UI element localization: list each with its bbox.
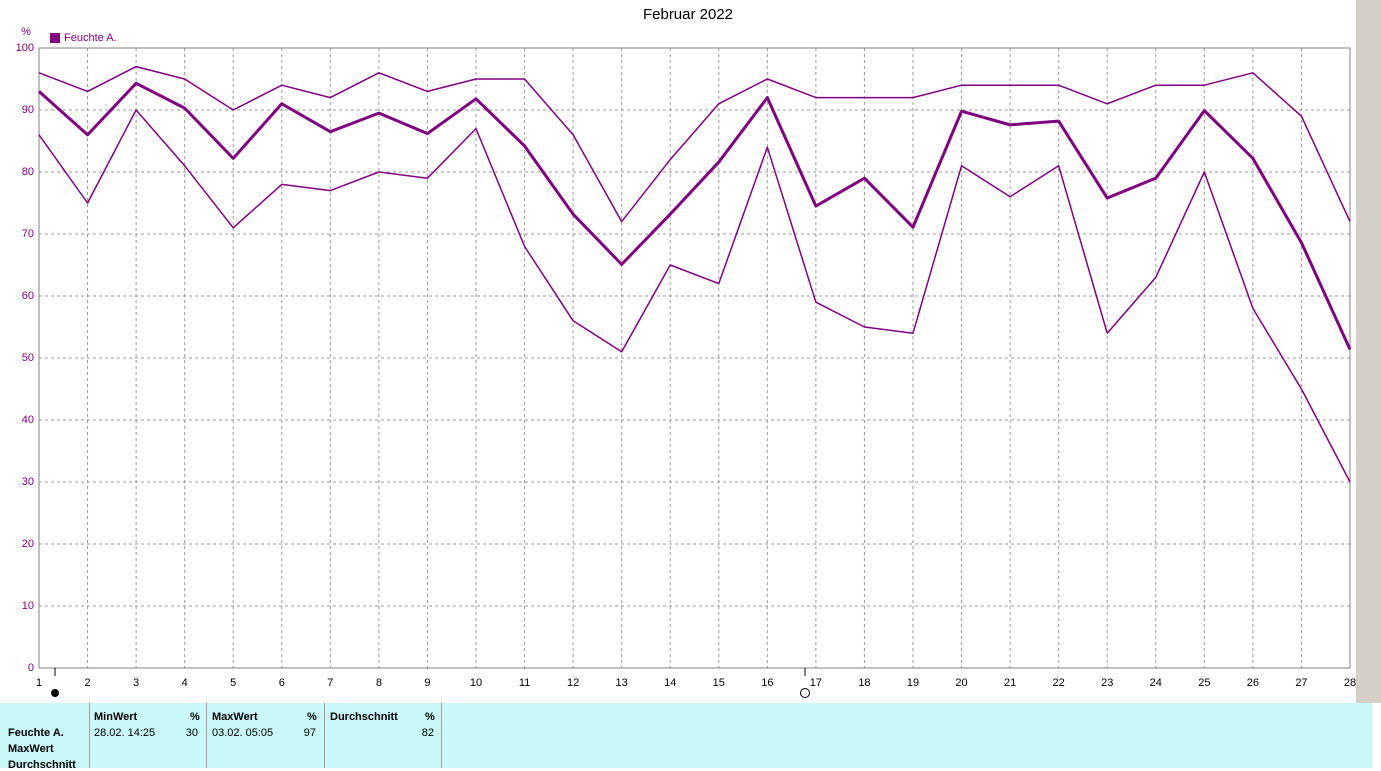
x-tick-label: 12	[567, 677, 579, 689]
summary-panel: Feuchte A. MaxWert Durchschnitt MinWert …	[0, 703, 1372, 771]
col-header: MinWert	[94, 711, 138, 723]
y-tick-label: 10	[22, 600, 34, 612]
x-tick-label: 22	[1053, 677, 1065, 689]
x-tick-label: 24	[1150, 677, 1162, 689]
data-line	[38, 109, 1351, 483]
x-tick-label: 10	[470, 677, 482, 689]
y-tick-label: 90	[22, 104, 34, 116]
x-tick-label: 4	[182, 677, 188, 689]
x-tick-label: 16	[761, 677, 773, 689]
x-tick-label: 6	[279, 677, 285, 689]
x-tick-label: 19	[907, 677, 919, 689]
end-marker	[800, 688, 810, 698]
y-tick-label: 50	[22, 352, 34, 364]
row-label: MaxWert	[8, 743, 54, 755]
x-tick-label: 3	[133, 677, 139, 689]
y-tick-label: 100	[16, 42, 34, 54]
col-unit: %	[190, 711, 200, 723]
y-tick-label: 80	[22, 166, 34, 178]
separator	[324, 703, 325, 768]
value: 30	[185, 727, 198, 739]
y-tick-label: 0	[28, 662, 34, 674]
x-tick-label: 17	[810, 677, 822, 689]
x-tick-label: 26	[1247, 677, 1259, 689]
x-tick-label: 2	[84, 677, 90, 689]
col-unit: %	[307, 711, 317, 723]
y-tick-label: 60	[22, 290, 34, 302]
x-tick-label: 20	[955, 677, 967, 689]
col-header: Durchschnitt	[330, 711, 398, 723]
row-label: Feuchte A.	[8, 727, 64, 739]
x-tick-label: 25	[1198, 677, 1210, 689]
x-tick-label: 1	[36, 677, 42, 689]
start-marker	[51, 689, 59, 697]
x-tick-label: 13	[616, 677, 628, 689]
x-tick-label: 21	[1004, 677, 1016, 689]
y-unit: %	[21, 26, 31, 38]
col-unit: %	[425, 711, 435, 723]
value: 97	[303, 727, 316, 739]
x-tick-label: 15	[713, 677, 725, 689]
side-window	[1356, 0, 1381, 768]
x-tick-label: 14	[664, 677, 676, 689]
x-tick-label: 28	[1344, 677, 1356, 689]
col-header: MaxWert	[212, 711, 258, 723]
value: 82	[421, 727, 434, 739]
x-tick-label: 5	[230, 677, 236, 689]
data-line	[38, 81, 1352, 350]
data-line	[38, 65, 1351, 223]
x-tick-label: 27	[1295, 677, 1307, 689]
x-tick-label: 8	[376, 677, 382, 689]
separator	[89, 703, 90, 768]
y-tick-label: 70	[22, 228, 34, 240]
y-tick-label: 40	[22, 414, 34, 426]
time: 28.02. 14:25	[94, 727, 156, 739]
x-tick-label: 7	[327, 677, 333, 689]
plot-border	[38, 47, 1351, 669]
chart-title: Februar 2022	[643, 6, 733, 23]
x-tick-label: 23	[1101, 677, 1113, 689]
x-tick-label: 11	[519, 677, 530, 689]
y-tick-label: 30	[22, 476, 34, 488]
x-tick-label: 9	[424, 677, 430, 689]
separator	[441, 703, 442, 768]
y-tick-label: 20	[22, 538, 34, 550]
x-tick-label: 18	[858, 677, 870, 689]
row-label: Durchschnitt	[8, 759, 76, 771]
separator	[206, 703, 207, 768]
legend-label: Feuchte A.	[64, 32, 117, 44]
legend-swatch	[50, 33, 60, 43]
time: 03.02. 05:05	[212, 727, 274, 739]
